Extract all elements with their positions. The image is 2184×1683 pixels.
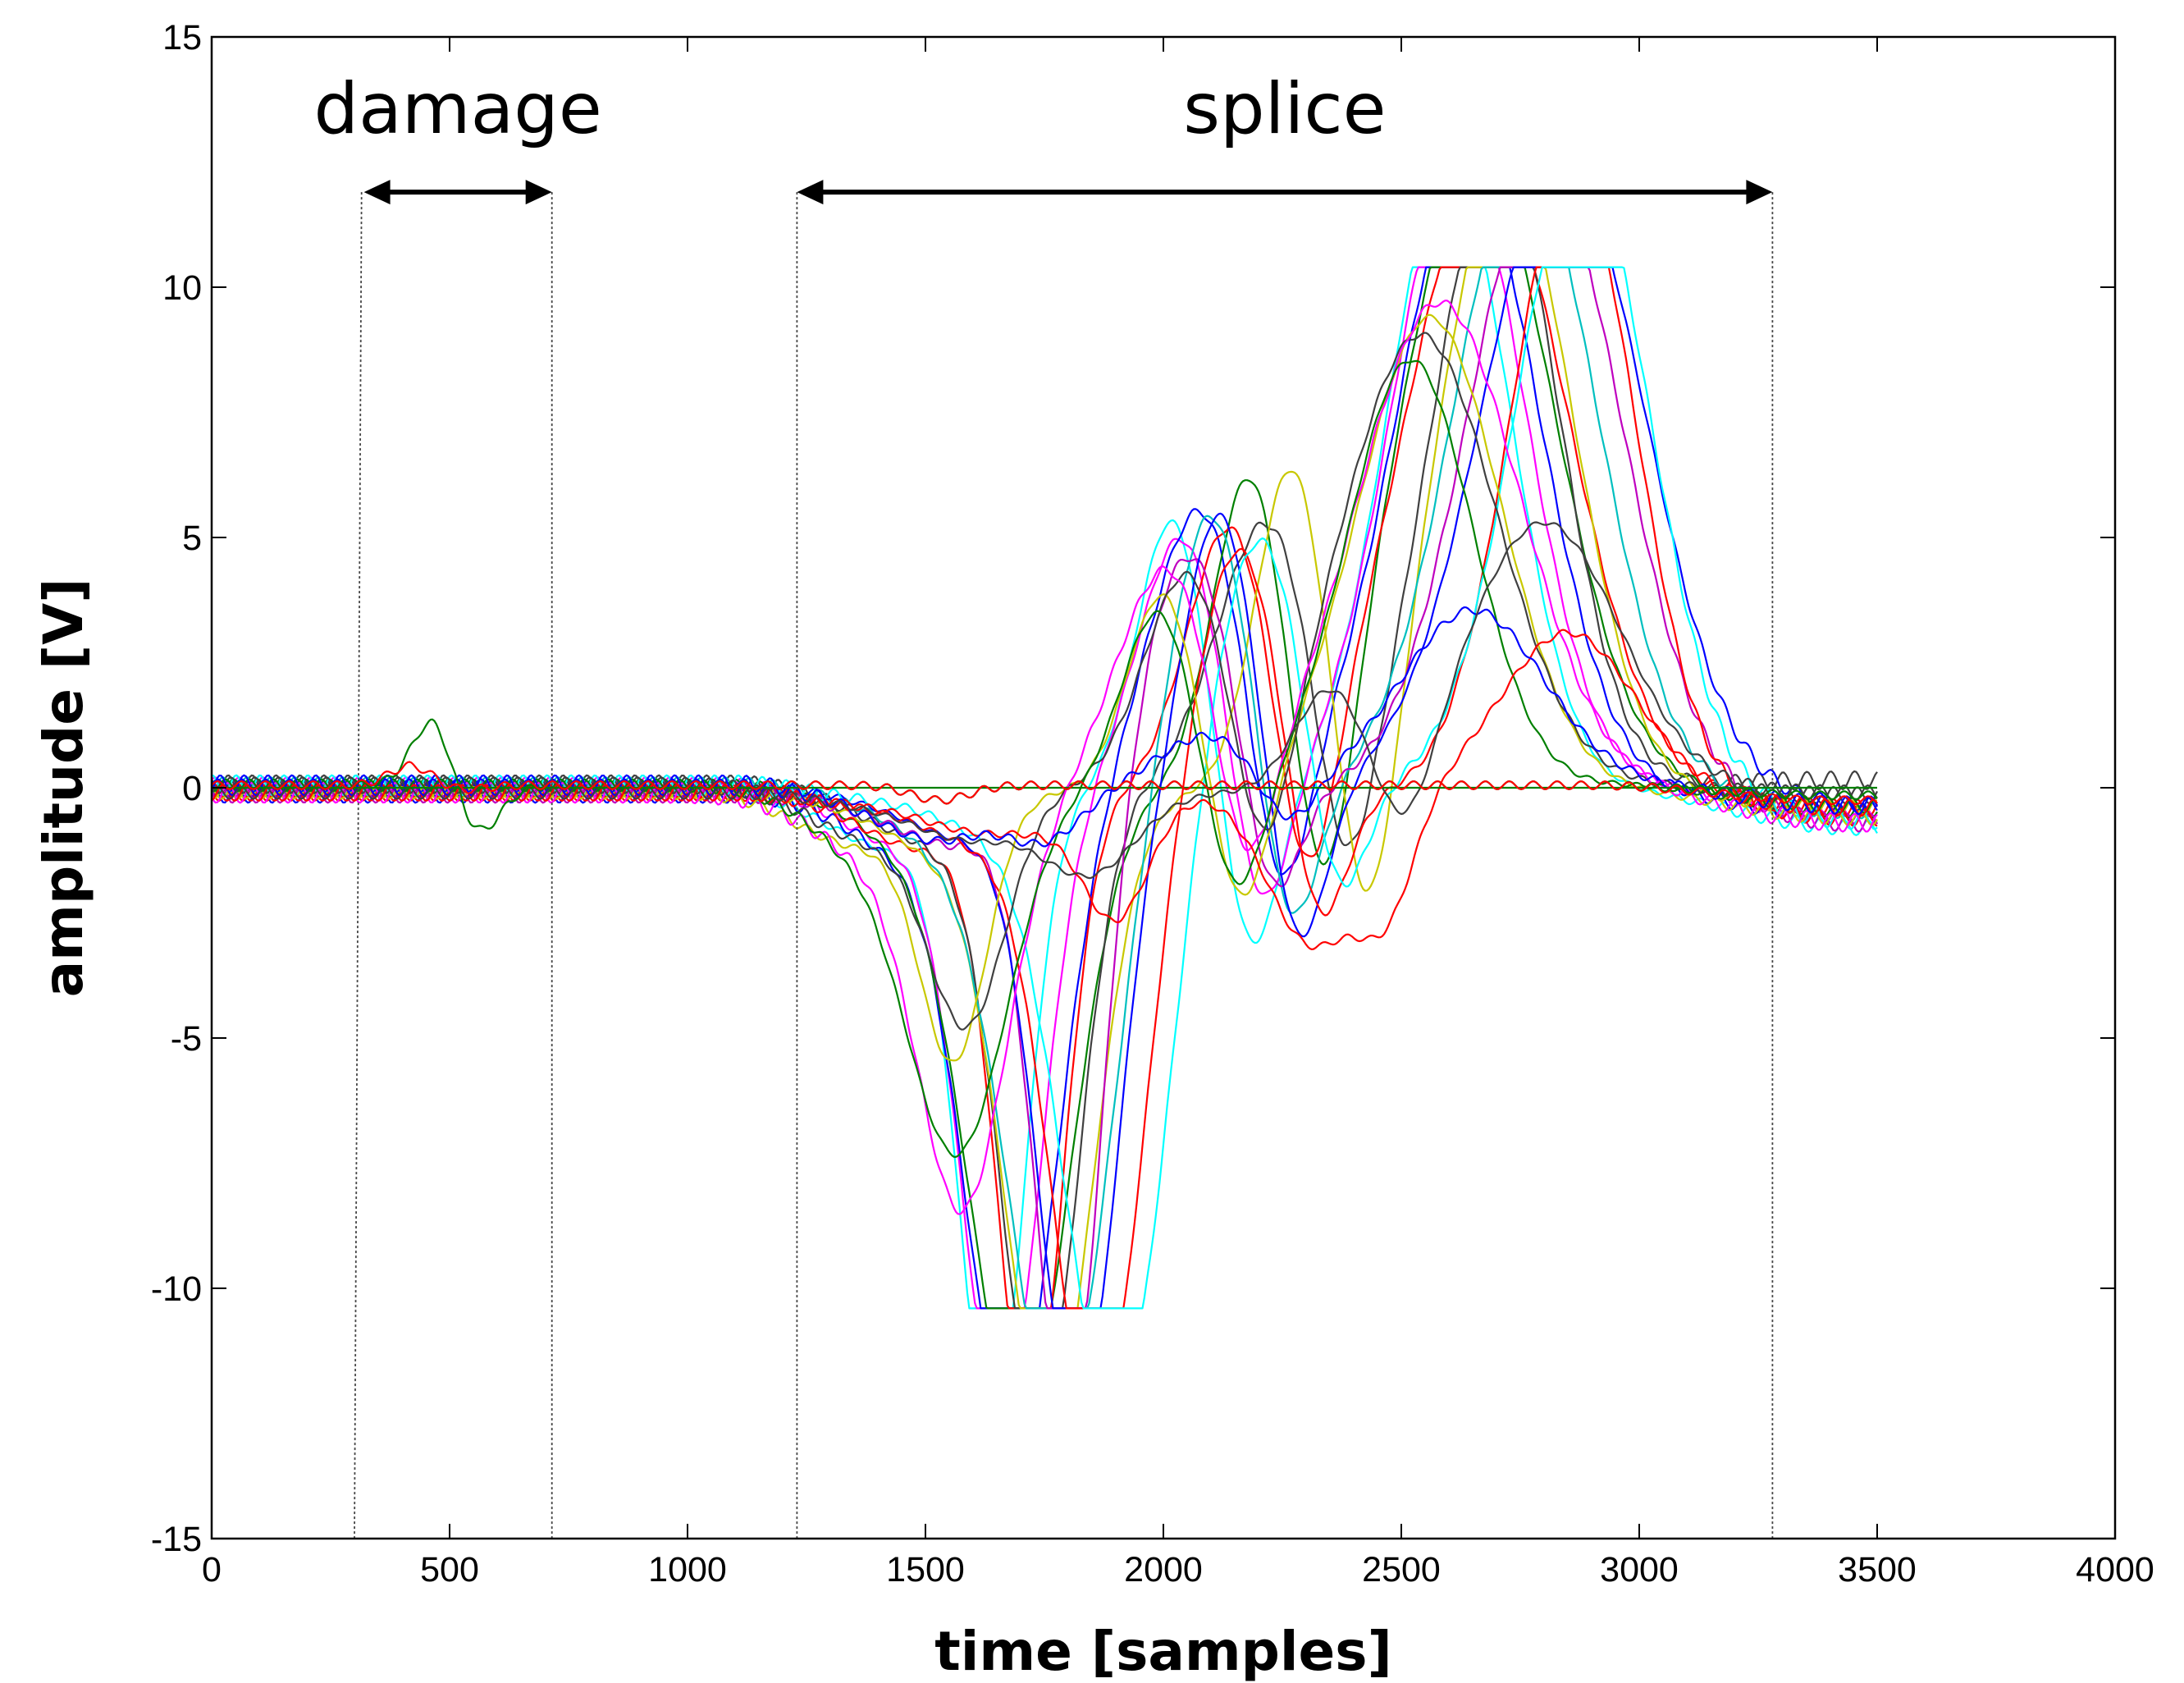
series-signal-19 [211, 521, 1878, 880]
y-tick-label: -10 [151, 1269, 202, 1309]
series-signal-14 [211, 332, 1878, 1031]
y-tick-label: -15 [151, 1520, 202, 1559]
x-axis-label: time [samples] [934, 1620, 1392, 1683]
damage-label: damage [314, 68, 602, 150]
y-tick-label: 10 [162, 268, 202, 308]
x-tick-label: 3500 [1838, 1550, 1917, 1589]
series-damage-echo-2 [211, 761, 1878, 806]
y-tick-label: 15 [162, 18, 202, 57]
tick-layer: 0 500 1000 1500 2000 2500 3000 3500 4000 -15 -10 -5… [151, 18, 2154, 1589]
annotation-damage: damage [314, 68, 602, 205]
annotation-layer: damage splice [314, 68, 1773, 205]
splice-arrow-head-right [1746, 180, 1773, 205]
y-axis-label: amplitude [V] [32, 579, 95, 998]
damage-arrow-head-right [525, 180, 552, 205]
splice-arrow-head-left [797, 180, 824, 205]
y-tick-label: 0 [182, 769, 202, 808]
series-layer [210, 266, 1879, 1310]
damage-arrow-head-left [363, 180, 391, 205]
x-tick-label: 2000 [1124, 1550, 1203, 1589]
series-signal-18 [210, 606, 1879, 848]
x-tick-label: 4000 [2076, 1550, 2154, 1589]
x-tick-label: 1000 [648, 1550, 727, 1589]
x-tick-label: 3000 [1600, 1550, 1679, 1589]
splice-label: splice [1183, 68, 1386, 150]
x-tick-label: 1500 [886, 1550, 965, 1589]
x-tick-label: 0 [202, 1550, 222, 1589]
y-tick-label: 5 [182, 519, 202, 558]
x-tick-label: 500 [420, 1550, 479, 1589]
x-tick-label: 2500 [1362, 1550, 1441, 1589]
series-signal-13 [211, 313, 1878, 1062]
y-tick-label: -5 [171, 1019, 202, 1059]
annotation-splice: splice [797, 68, 1773, 205]
